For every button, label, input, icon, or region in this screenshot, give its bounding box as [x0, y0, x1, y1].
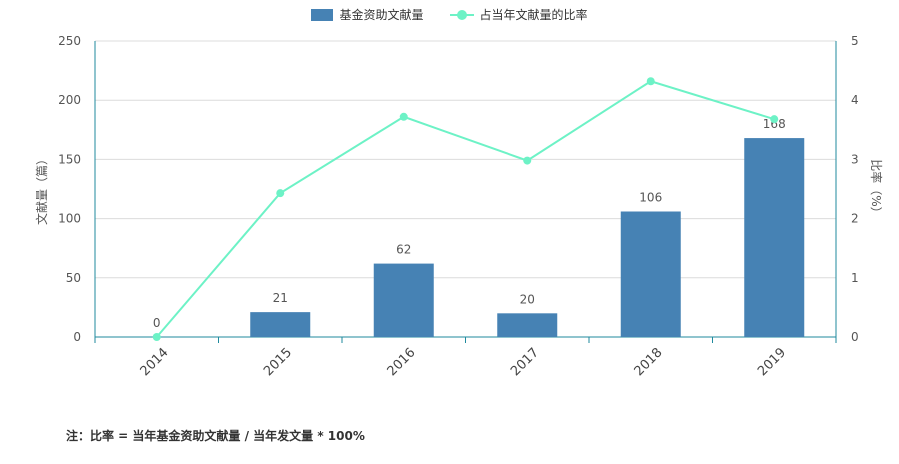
legend-label-ratio: 占当年文献量的比率: [479, 8, 588, 22]
bar-2015: [250, 312, 311, 337]
bar-value-label: 20: [520, 292, 535, 306]
legend-item-ratio[interactable]: 占当年文献量的比率: [449, 6, 588, 23]
chart-footnote: 注：比率 = 当年基金资助文献量 / 当年发文量 * 100%: [66, 429, 365, 443]
ratio-point-2018: [646, 77, 655, 86]
ratio-point-2014: [152, 333, 161, 341]
y-tick-label-right: 4: [851, 93, 859, 107]
y-tick-label-right: 2: [851, 212, 859, 226]
ratio-line: [155, 80, 775, 338]
bar-value-label: 62: [396, 243, 411, 257]
y-tick-label-right: 5: [851, 34, 859, 48]
x-tick-label: 2014: [138, 345, 172, 379]
x-tick-label: 2017: [508, 345, 542, 379]
legend-line-swatch: [449, 9, 474, 21]
ratio-point-2016: [399, 112, 408, 121]
y-tick-label-left: 250: [58, 34, 81, 48]
bar-value-label: 0: [153, 316, 161, 330]
y-axis-title-right: 比率（%）: [869, 159, 884, 218]
y-tick-label-left: 100: [58, 212, 81, 226]
x-tick-label: 2018: [632, 345, 666, 379]
ratio-point-2017: [523, 156, 532, 165]
y-axis-title-left: 文献量（篇）: [34, 153, 49, 225]
y-tick-label-left: 50: [66, 271, 81, 285]
y-tick-label-left: 0: [73, 330, 81, 344]
legend-label-funded-count: 基金资助文献量: [339, 8, 424, 22]
y-tick-label-left: 150: [58, 152, 81, 166]
legend: 基金资助文献量 占当年文献量的比率: [0, 6, 899, 23]
bar-2018: [620, 211, 681, 337]
legend-item-funded-count[interactable]: 基金资助文献量: [311, 6, 424, 23]
bar-2019: [744, 138, 805, 337]
y-tick-label-right: 0: [851, 330, 859, 344]
legend-bar-swatch: [311, 8, 334, 21]
y-tick-label-right: 3: [851, 152, 859, 166]
x-tick-label: 2019: [755, 345, 789, 379]
ratio-point-2015: [276, 189, 285, 198]
x-tick-label: 2015: [261, 345, 295, 379]
ratio-point-2019: [770, 115, 779, 124]
y-tick-label-left: 200: [58, 93, 81, 107]
x-tick-label: 2016: [385, 345, 419, 379]
bar-value-label: 168: [763, 117, 786, 131]
bar-value-label: 106: [639, 190, 662, 204]
bar-value-label: 21: [273, 291, 288, 305]
bar-2017: [497, 313, 558, 337]
y-tick-label-right: 1: [851, 271, 859, 285]
bar-2016: [373, 263, 434, 337]
